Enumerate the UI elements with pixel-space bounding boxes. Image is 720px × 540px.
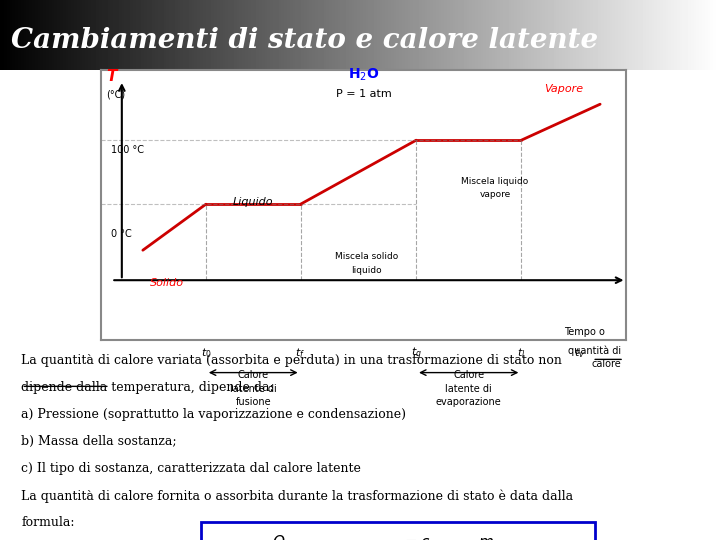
Text: Tempo o: Tempo o: [564, 327, 606, 337]
Text: (°C): (°C): [106, 89, 125, 99]
Text: $Q_{trasformazionedistato} = c_{latente} \cdot m_{corpo}$: $Q_{trasformazionedistato} = c_{latente}…: [271, 534, 524, 540]
Text: liquido: liquido: [351, 266, 382, 275]
Text: $t_v$: $t_v$: [574, 346, 585, 360]
Text: $t_f$: $t_f$: [295, 346, 305, 360]
Text: c) Il tipo di sostanza, caratterizzata dal calore latente: c) Il tipo di sostanza, caratterizzata d…: [22, 462, 361, 475]
Text: quantità di: quantità di: [568, 345, 621, 356]
Text: Solido: Solido: [150, 278, 184, 288]
Text: P = 1 atm: P = 1 atm: [336, 89, 392, 99]
Text: vapore: vapore: [480, 190, 510, 199]
Text: Cambiamenti di stato e calore latente: Cambiamenti di stato e calore latente: [11, 27, 598, 54]
Text: Liquido: Liquido: [233, 197, 274, 207]
Text: latente di: latente di: [230, 383, 276, 394]
Text: La quantità di calore variata (assorbita e perduta) in una trasformazione di sta: La quantità di calore variata (assorbita…: [22, 354, 562, 367]
Text: formula:: formula:: [22, 516, 75, 529]
Text: Calore: Calore: [453, 370, 485, 380]
Text: calore: calore: [591, 359, 621, 369]
Text: latente di: latente di: [446, 383, 492, 394]
Text: Vapore: Vapore: [544, 84, 583, 94]
Text: La quantità di calore fornita o assorbita durante la trasformazione di stato è d: La quantità di calore fornita o assorbit…: [22, 489, 573, 503]
Text: dipende dalla temperatura, dipende da:: dipende dalla temperatura, dipende da:: [22, 381, 274, 394]
Text: H$_2$O: H$_2$O: [348, 66, 379, 83]
Text: evaporazione: evaporazione: [436, 397, 502, 407]
Text: Calore: Calore: [238, 370, 269, 380]
Text: $t_0$: $t_0$: [201, 346, 211, 360]
Text: a) Pressione (soprattutto la vaporizzazione e condensazione): a) Pressione (soprattutto la vaporizzazi…: [22, 408, 406, 421]
Text: T: T: [106, 69, 117, 84]
Text: 0 °C: 0 °C: [112, 228, 132, 239]
FancyBboxPatch shape: [201, 522, 595, 540]
Text: 100 °C: 100 °C: [112, 145, 144, 155]
Text: $t_l$: $t_l$: [517, 346, 526, 360]
Text: $t_g$: $t_g$: [410, 346, 422, 362]
Text: b) Massa della sostanza;: b) Massa della sostanza;: [22, 435, 177, 448]
Text: Miscela solido: Miscela solido: [335, 252, 398, 261]
Text: Miscela liquido: Miscela liquido: [462, 177, 528, 186]
Text: fusione: fusione: [235, 397, 271, 407]
